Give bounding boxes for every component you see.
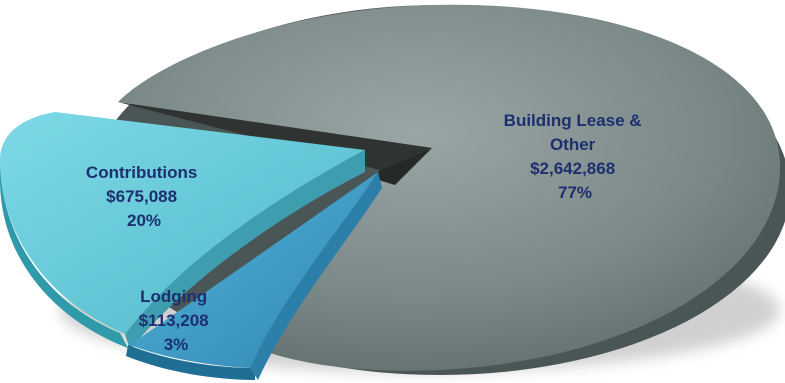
- building-lease-percent: 77%: [558, 183, 592, 202]
- building-lease-name-line1: Building Lease &: [504, 111, 642, 130]
- building-lease-slice: [118, 4, 781, 371]
- contributions-name: Contributions: [86, 163, 197, 182]
- building-lease-amount: $2,642,868: [530, 159, 615, 178]
- lodging-slice: [130, 172, 378, 368]
- lodging-amount: $113,208: [139, 311, 209, 330]
- contributions-slice-side: [125, 150, 365, 350]
- contributions-amount: $675,088: [106, 187, 177, 206]
- contributions-percent: 20%: [127, 211, 161, 230]
- lodging-label: Lodging $113,208 3%: [139, 287, 214, 354]
- lodging-slice-side: [250, 172, 382, 380]
- lodging-slice-edge: [126, 345, 255, 380]
- contributions-slice-edge: [0, 158, 128, 348]
- lodging-name: Lodging: [140, 287, 207, 306]
- building-lease-name-line2: Other: [550, 135, 596, 154]
- building-lease-cut-face-2: [372, 148, 432, 185]
- building-lease-label: Building Lease & Other $2,642,868 77%: [504, 111, 647, 202]
- contributions-slice: [0, 112, 365, 334]
- lodging-percent: 3%: [164, 335, 189, 354]
- contributions-label: Contributions $675,088 20%: [86, 163, 202, 230]
